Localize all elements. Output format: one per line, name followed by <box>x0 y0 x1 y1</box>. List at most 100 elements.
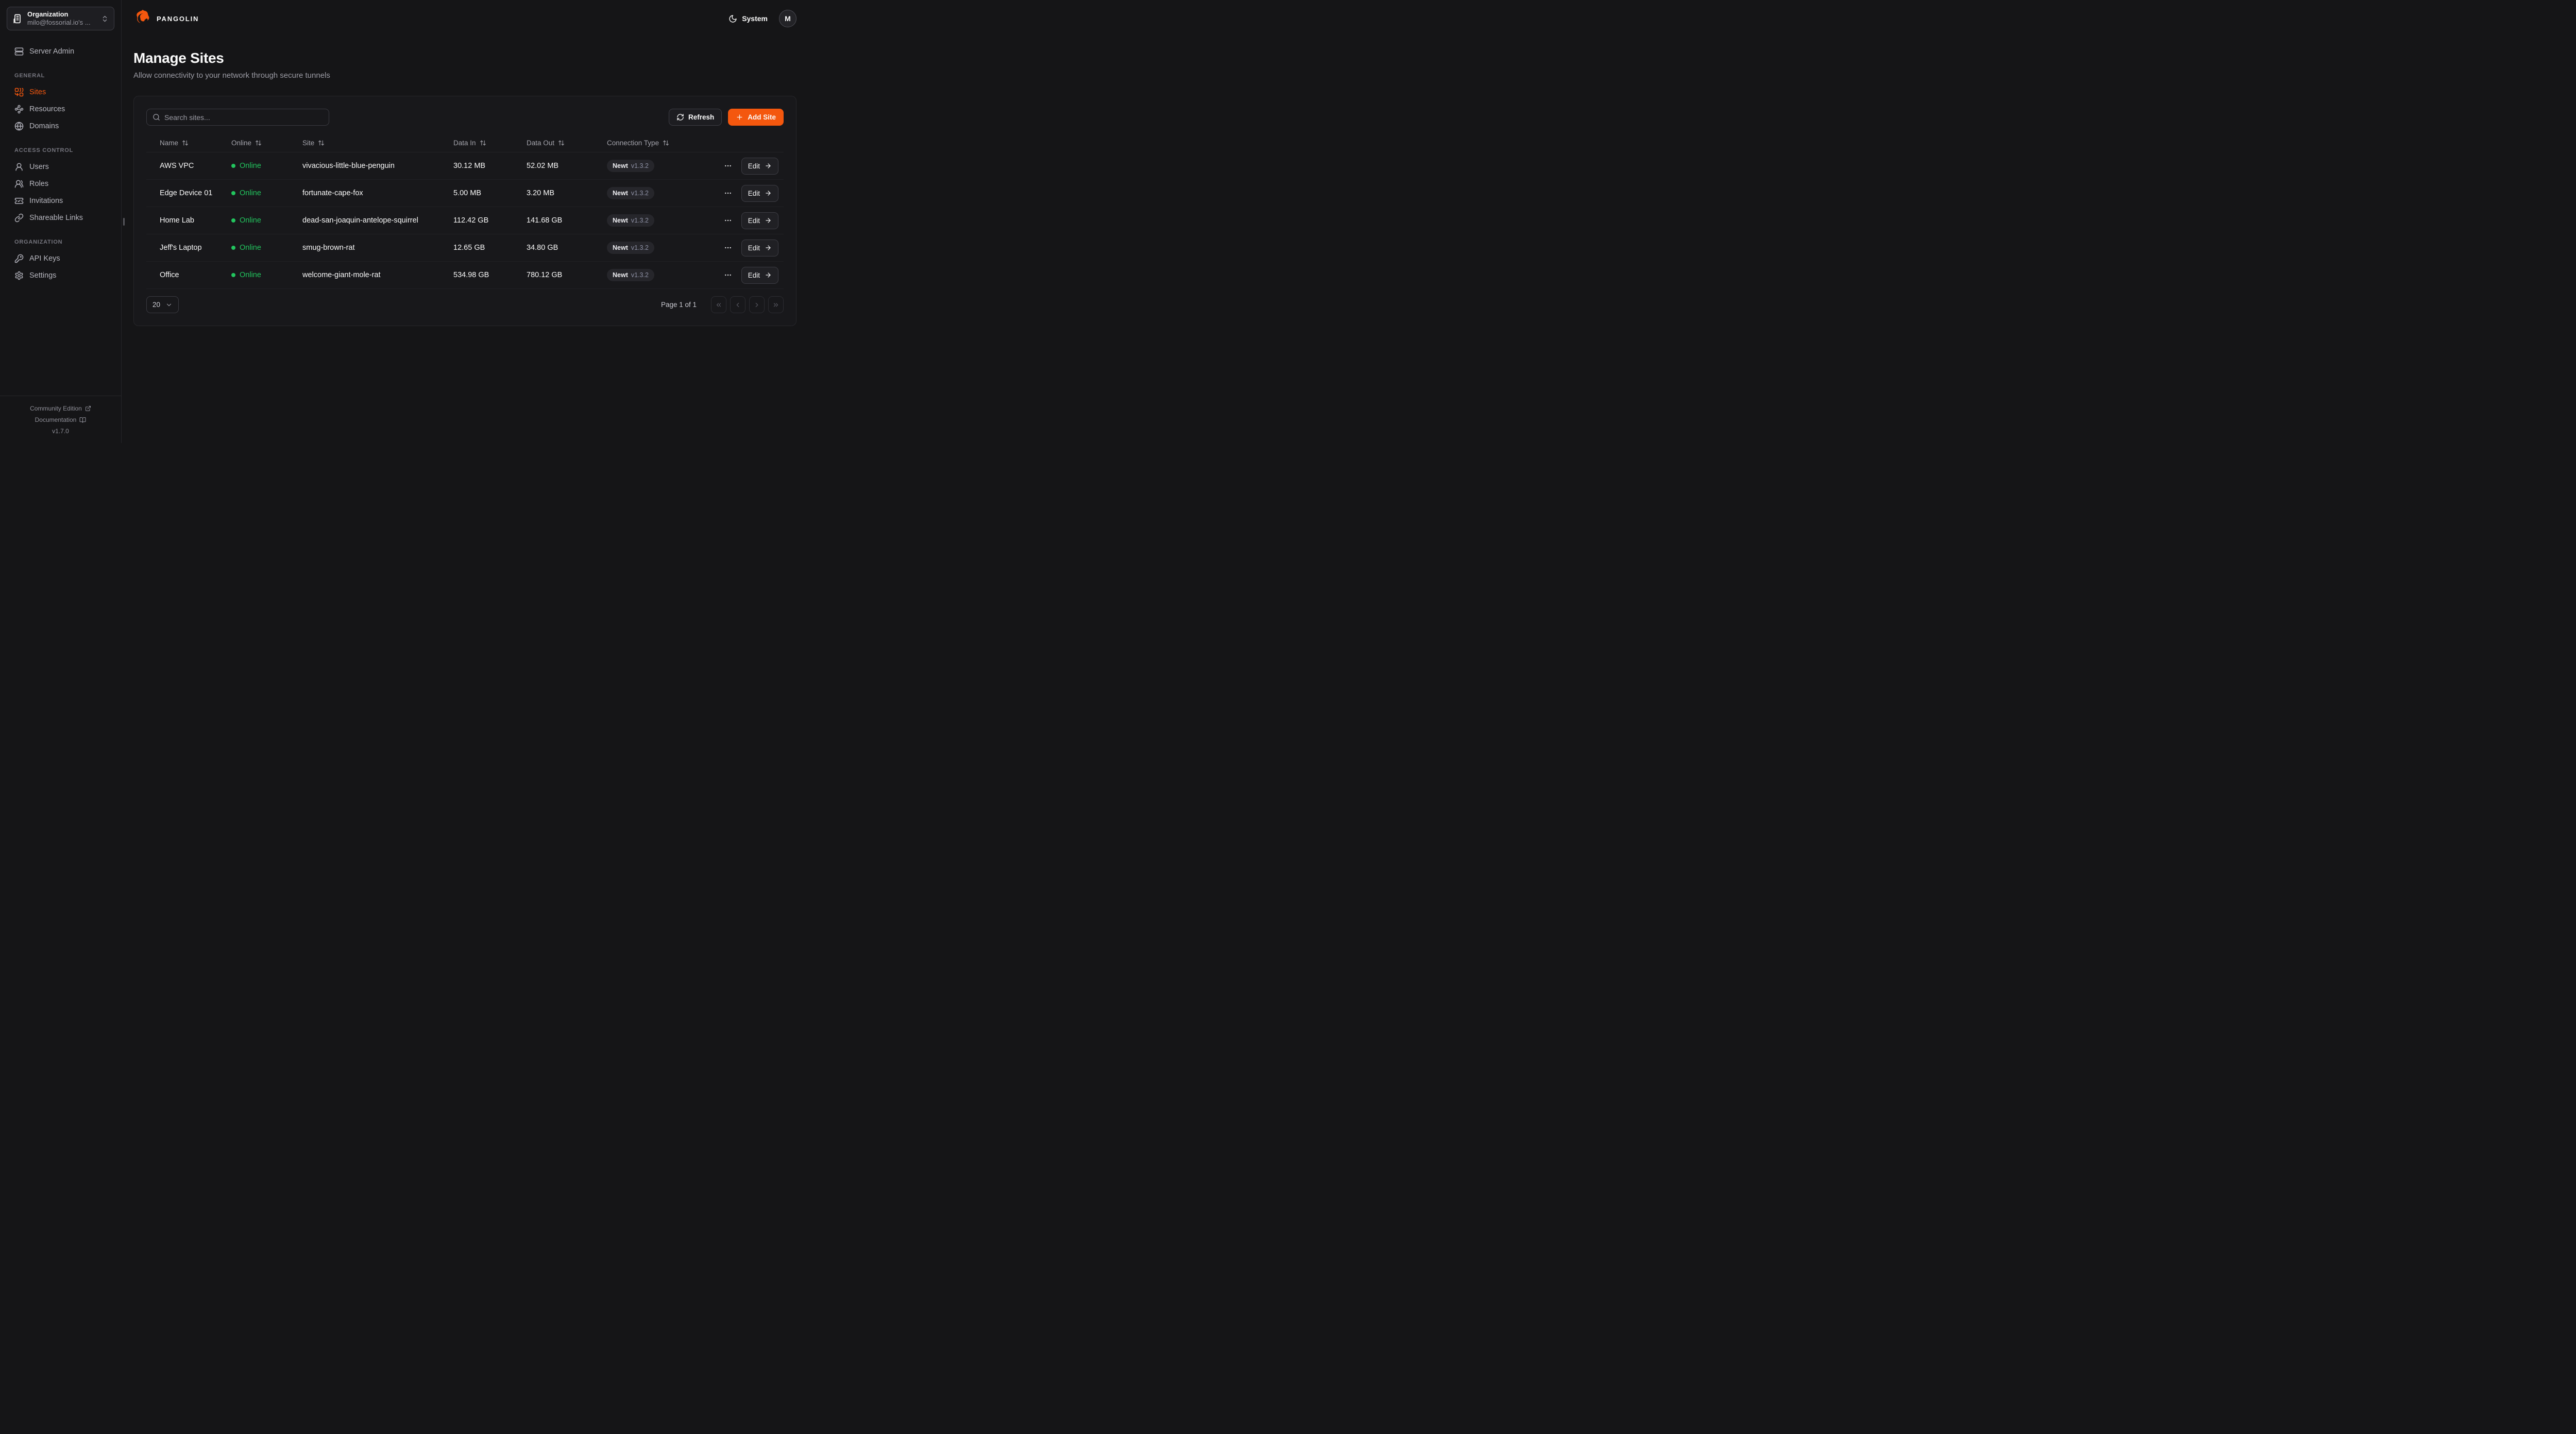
sidebar-item-domains[interactable]: Domains <box>7 117 114 134</box>
sidebar-resize-handle[interactable] <box>123 218 125 226</box>
org-picker-label: Organization <box>27 10 69 18</box>
first-page-button[interactable] <box>711 296 726 313</box>
sidebar-item-label: Invitations <box>29 196 63 205</box>
waypoints-icon <box>14 105 24 114</box>
edit-button[interactable]: Edit <box>741 266 778 284</box>
site-slug: smug-brown-rat <box>302 244 355 252</box>
ellipsis-icon <box>724 216 732 225</box>
row-menu-button[interactable] <box>724 244 732 252</box>
sort-icon <box>663 140 669 146</box>
ellipsis-icon <box>724 162 732 170</box>
row-menu-button[interactable] <box>724 271 732 279</box>
column-header-data-out[interactable]: Data Out <box>527 139 607 147</box>
sidebar-footer: Community Edition Documentation v1.7.0 <box>0 396 121 443</box>
gear-icon <box>14 271 24 280</box>
column-header-name[interactable]: Name <box>160 139 231 147</box>
online-dot-icon <box>231 246 235 250</box>
arrow-right-icon <box>765 190 772 197</box>
sidebar-item-label: Server Admin <box>29 47 75 56</box>
sidebar-item-label: Resources <box>29 105 65 113</box>
sidebar-item-server-admin[interactable]: Server Admin <box>7 43 114 60</box>
sidebar-item-roles[interactable]: Roles <box>7 175 114 192</box>
site-name: AWS VPC <box>160 162 194 170</box>
add-site-button[interactable]: Add Site <box>728 109 784 126</box>
sidebar-item-label: Domains <box>29 122 59 130</box>
main-content: PANGOLIN System M Manage Sites Allow con… <box>122 0 808 443</box>
site-name: Edge Device 01 <box>160 189 213 197</box>
data-out: 3.20 MB <box>527 189 554 197</box>
chevrons-left-icon <box>715 301 722 309</box>
sidebar-item-api-keys[interactable]: API Keys <box>7 250 114 267</box>
status-badge: Online <box>231 162 302 170</box>
edit-button[interactable]: Edit <box>741 184 778 202</box>
table-row: AWS VPC Online vivacious-little-blue-pen… <box>146 152 784 180</box>
site-name: Home Lab <box>160 216 194 225</box>
search-icon <box>152 113 160 121</box>
sort-icon <box>480 140 486 146</box>
row-menu-button[interactable] <box>724 189 732 197</box>
arrow-right-icon <box>765 162 772 169</box>
sort-icon <box>182 140 189 146</box>
sidebar-item-label: Roles <box>29 179 49 188</box>
sort-icon <box>318 140 325 146</box>
community-edition-link[interactable]: Community Edition <box>0 403 121 414</box>
edit-button[interactable]: Edit <box>741 239 778 257</box>
online-dot-icon <box>231 218 235 223</box>
connection-type-badge: Newt v1.3.2 <box>607 187 654 199</box>
theme-label: System <box>742 14 768 23</box>
search-input[interactable] <box>164 113 323 122</box>
table-row: Jeff's Laptop Online smug-brown-rat 12.6… <box>146 234 784 262</box>
ellipsis-icon <box>724 271 732 279</box>
sidebar-item-label: Shareable Links <box>29 213 83 222</box>
sidebar-item-invitations[interactable]: Invitations <box>7 192 114 209</box>
previous-page-button[interactable] <box>730 296 745 313</box>
chevron-left-icon <box>734 301 741 309</box>
arrow-right-icon <box>765 244 772 251</box>
sidebar-item-settings[interactable]: Settings <box>7 267 114 284</box>
org-picker-value: milo@fossorial.io's ... <box>27 19 91 26</box>
theme-toggle[interactable]: System <box>728 14 768 23</box>
page-subtitle: Allow connectivity to your network throu… <box>133 71 330 80</box>
connection-type-badge: Newt v1.3.2 <box>607 160 654 172</box>
book-open-icon <box>79 417 86 423</box>
row-menu-button[interactable] <box>724 162 732 170</box>
edit-button[interactable]: Edit <box>741 212 778 229</box>
refresh-icon <box>676 113 684 121</box>
search-box[interactable] <box>146 109 329 126</box>
toolbar: Refresh Add Site <box>146 109 784 126</box>
data-in: 12.65 GB <box>453 244 485 252</box>
chevrons-up-down-icon <box>101 15 109 23</box>
sort-icon <box>558 140 565 146</box>
sidebar-item-shareable-links[interactable]: Shareable Links <box>7 209 114 226</box>
sidebar-item-sites[interactable]: Sites <box>7 83 114 100</box>
refresh-button[interactable]: Refresh <box>668 109 722 126</box>
site-slug: dead-san-joaquin-antelope-squirrel <box>302 216 418 225</box>
sites-card: Refresh Add Site Name Online S <box>133 96 796 326</box>
column-header-online[interactable]: Online <box>231 139 302 147</box>
next-page-button[interactable] <box>749 296 765 313</box>
site-slug: fortunate-cape-fox <box>302 189 363 197</box>
chevrons-right-icon <box>772 301 779 309</box>
last-page-button[interactable] <box>768 296 784 313</box>
sidebar-item-users[interactable]: Users <box>7 158 114 175</box>
data-out: 780.12 GB <box>527 271 563 279</box>
org-picker[interactable]: Organization milo@fossorial.io's ... <box>7 7 114 30</box>
page-size-select[interactable]: 20 <box>146 296 179 313</box>
sidebar: Organization milo@fossorial.io's ... Ser… <box>0 0 122 443</box>
site-slug: vivacious-little-blue-penguin <box>302 162 395 170</box>
table-row: Home Lab Online dead-san-joaquin-antelop… <box>146 207 784 234</box>
documentation-link[interactable]: Documentation <box>0 414 121 425</box>
avatar[interactable]: M <box>779 10 796 27</box>
column-header-site[interactable]: Site <box>302 139 453 147</box>
brand-name: PANGOLIN <box>157 14 199 23</box>
row-menu-button[interactable] <box>724 216 732 225</box>
column-header-connection-type[interactable]: Connection Type <box>607 139 784 147</box>
edit-button[interactable]: Edit <box>741 157 778 175</box>
link-icon <box>14 213 24 223</box>
section-label-access-control: ACCESS CONTROL <box>14 147 74 153</box>
online-dot-icon <box>231 273 235 277</box>
column-header-data-in[interactable]: Data In <box>453 139 527 147</box>
moon-icon <box>728 14 737 23</box>
pagination: 20 Page 1 of 1 <box>146 296 784 313</box>
sidebar-item-resources[interactable]: Resources <box>7 100 114 117</box>
